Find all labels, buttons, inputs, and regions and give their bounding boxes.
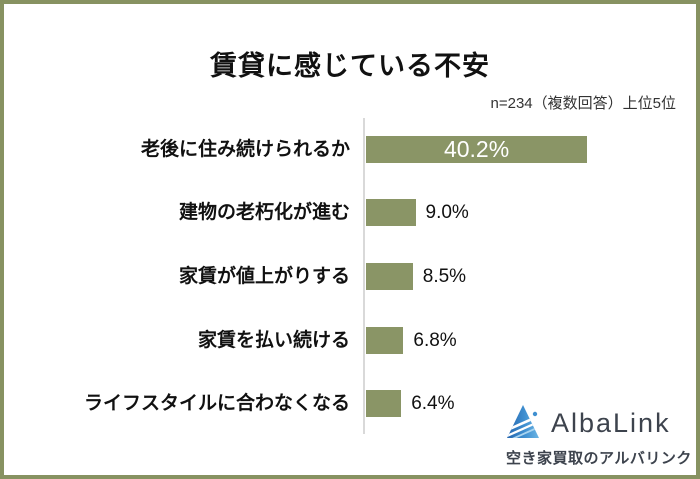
value-label: 6.4% bbox=[411, 393, 455, 415]
bar bbox=[366, 326, 404, 354]
axis-line bbox=[363, 118, 365, 434]
bar bbox=[366, 262, 413, 290]
bar bbox=[366, 390, 402, 418]
value-label: 6.8% bbox=[413, 329, 457, 351]
bar-row: 家賃が値上がりする 8.5% bbox=[4, 262, 696, 290]
category-label: 家賃が値上がりする bbox=[178, 265, 350, 287]
albalink-logo: AlbaLink 空き家買取のアルバリンク bbox=[506, 402, 692, 468]
bar-row: ライフスタイルに合わなくなる 6.4% bbox=[4, 390, 696, 418]
page-title: 賃貸に感じている不安 bbox=[210, 51, 490, 81]
mountain-swoosh-icon bbox=[506, 402, 544, 444]
value-label: 40.2% bbox=[443, 135, 510, 162]
sample-size-note: n=234（複数回答）上位5位 bbox=[490, 95, 676, 112]
bar-row: 家賃を払い続ける 6.8% bbox=[4, 326, 696, 354]
bar-chart: 老後に住み続けられるか 40.2% 建物の老朽化が進む 9.0% 家賃が値上がりする 8.… bbox=[4, 118, 696, 434]
category-label: ライフスタイルに合わなくなる bbox=[83, 393, 350, 415]
value-label: 8.5% bbox=[422, 265, 467, 287]
bar-row: 老後に住み続けられるか 40.2% bbox=[4, 135, 696, 163]
bar: 40.2% bbox=[366, 135, 588, 163]
logo-brand-text: AlbaLink bbox=[551, 407, 671, 438]
category-label: 家賃を払い続ける bbox=[197, 329, 350, 351]
bar bbox=[366, 199, 416, 227]
category-label: 老後に住み続けられるか bbox=[140, 138, 350, 160]
logo-tagline: 空き家買取のアルバリンク bbox=[506, 450, 692, 467]
bar-row: 建物の老朽化が進む 9.0% bbox=[4, 199, 696, 227]
category-label: 建物の老朽化が進む bbox=[178, 202, 350, 224]
value-label: 9.0% bbox=[425, 202, 469, 224]
